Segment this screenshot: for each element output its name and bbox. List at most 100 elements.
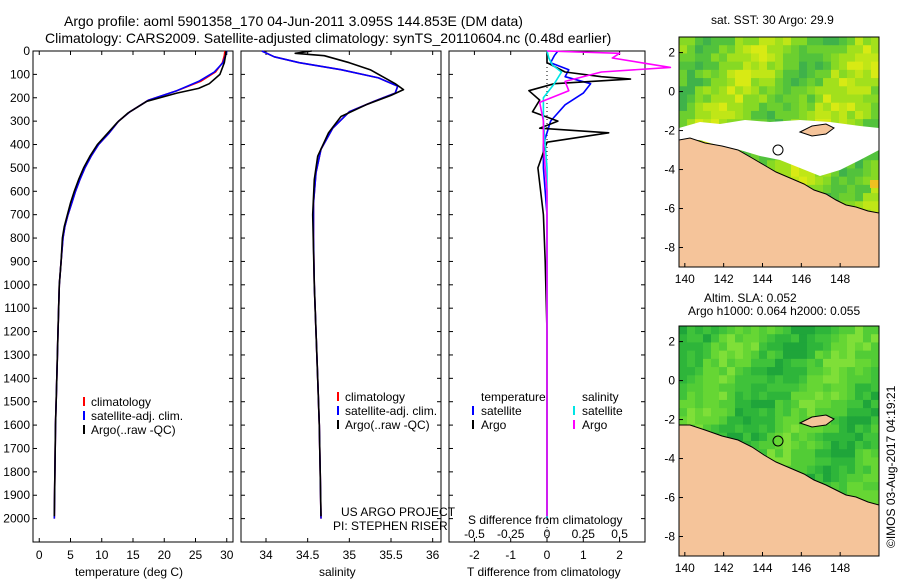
map-cell xyxy=(695,367,704,376)
map-cell xyxy=(679,416,688,426)
map-cell xyxy=(807,61,816,71)
map-cell xyxy=(775,375,784,384)
map-cell xyxy=(815,176,824,186)
legend-heading-salinity: salinity xyxy=(582,390,619,404)
map-cell xyxy=(815,367,824,376)
map-cell xyxy=(823,432,832,442)
map-cell xyxy=(855,383,864,393)
map-cell xyxy=(783,457,792,467)
map-cell xyxy=(791,102,800,112)
map-cell xyxy=(775,61,784,71)
map-cell xyxy=(831,473,840,483)
y-tick-label: 2000 xyxy=(3,512,30,526)
map-cell xyxy=(775,53,784,63)
map-cell xyxy=(871,498,879,508)
map-cell xyxy=(791,45,800,54)
map-cell xyxy=(823,383,832,393)
map-cell xyxy=(823,358,832,368)
sst-map-axes xyxy=(678,36,880,268)
map-cell xyxy=(743,432,752,442)
map-cell xyxy=(799,168,808,178)
map-cell xyxy=(783,391,792,401)
map-cell xyxy=(687,383,696,393)
map-cell xyxy=(695,416,704,426)
map-cell xyxy=(783,168,792,178)
map-cell xyxy=(751,334,760,343)
map-cell xyxy=(727,375,736,384)
map-cell xyxy=(871,334,879,343)
map-cell xyxy=(823,184,832,194)
map-cell xyxy=(719,53,728,63)
map-cell xyxy=(775,110,784,120)
map-cell xyxy=(735,86,744,95)
map-cell xyxy=(847,53,856,63)
map-cell xyxy=(855,473,864,483)
map-cell xyxy=(831,334,840,343)
map-cell xyxy=(775,37,784,46)
map-cell xyxy=(727,69,736,79)
figure-title-line1: Argo profile: aoml 5901358_170 04-Jun-20… xyxy=(64,13,523,29)
map-cell xyxy=(687,326,696,335)
map-cell xyxy=(871,342,879,352)
map-cell xyxy=(759,383,768,393)
map-cell xyxy=(687,53,696,63)
sst-map-title: sat. SST: 30 Argo: 29.9 xyxy=(711,13,834,27)
sst-map-panel: sat. SST: 30 Argo: 29.9 140 142 144 146 148 2… xyxy=(664,13,880,286)
map-cell xyxy=(855,367,864,376)
map-cell xyxy=(687,416,696,426)
y-tick-label: 800 xyxy=(10,231,30,245)
map-cell xyxy=(679,61,688,71)
x-tick-label: 25 xyxy=(189,548,203,562)
map-cell xyxy=(735,408,744,417)
map-cell xyxy=(703,69,712,79)
map-cell xyxy=(687,110,696,120)
map-cell xyxy=(871,102,879,112)
map-cell xyxy=(815,69,824,79)
map-cell xyxy=(727,61,736,71)
map-cell xyxy=(807,110,816,120)
map-cell xyxy=(743,383,752,393)
map-cell xyxy=(711,86,720,95)
map-cell xyxy=(687,102,696,112)
map-cell xyxy=(711,383,720,393)
map-cell xyxy=(831,193,840,202)
map-cell xyxy=(863,78,872,87)
map-cell xyxy=(711,326,720,335)
map-cell xyxy=(863,399,872,409)
map-cell xyxy=(855,482,864,491)
project-annotation: US ARGO PROJECT xyxy=(341,505,456,519)
map-cell xyxy=(831,326,840,335)
map-cell xyxy=(799,334,808,343)
map-cell xyxy=(695,53,704,63)
sla-map-title: Altim. SLA: 0.052 xyxy=(704,291,797,305)
map-cell xyxy=(871,457,879,467)
map-cell xyxy=(679,110,688,120)
map-cell xyxy=(687,119,696,128)
map-cell xyxy=(767,399,776,409)
map-cell xyxy=(871,399,879,409)
map-cell xyxy=(727,110,736,120)
map-cell xyxy=(839,358,848,368)
map-cell xyxy=(815,383,824,393)
difference-panel: -2 -1 0 1 2 -0.5 -0.25 0 0.25 0.5 temperature sat… xyxy=(448,50,672,579)
map-cell xyxy=(679,375,688,384)
map-cell xyxy=(871,473,879,483)
map-cell xyxy=(791,37,800,46)
map-cell xyxy=(711,358,720,368)
y-tick-label: 1900 xyxy=(3,488,30,502)
map-cell xyxy=(775,424,784,434)
map-cell xyxy=(751,416,760,426)
map-cell xyxy=(839,184,848,194)
map-cell xyxy=(815,358,824,368)
sst-argo-position-marker xyxy=(772,144,784,156)
map-cell xyxy=(823,465,832,475)
map-cell xyxy=(839,69,848,79)
y-tick-label: 1800 xyxy=(3,465,30,479)
y-tick-label: 900 xyxy=(10,254,30,268)
map-cell xyxy=(847,94,856,104)
sst-island-new-ireland xyxy=(798,123,835,137)
x-tick-label: 36 xyxy=(426,548,440,562)
map-cell xyxy=(799,457,808,467)
map-cell xyxy=(807,342,816,352)
map-cell xyxy=(687,61,696,71)
